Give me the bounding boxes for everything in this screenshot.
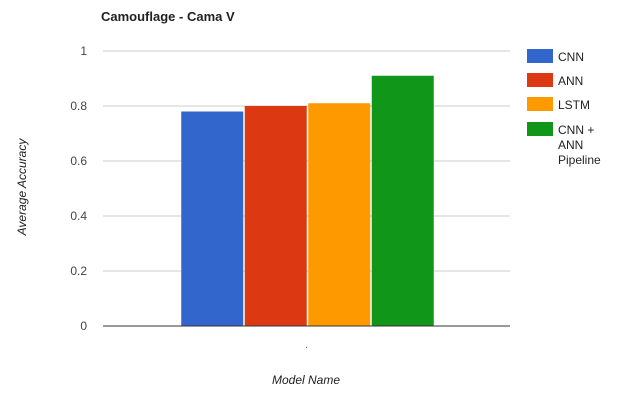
legend-label-line: CNN bbox=[558, 50, 584, 64]
legend-label: LSTM bbox=[558, 98, 590, 112]
x-axis-label: Model Name bbox=[272, 373, 340, 387]
legend-swatch bbox=[527, 49, 553, 63]
legend-label-line: Pipeline bbox=[558, 153, 601, 167]
bars bbox=[181, 75, 434, 326]
y-tick-label: 0.8 bbox=[70, 99, 87, 113]
legend-swatch bbox=[527, 122, 553, 136]
y-tick-label: 0 bbox=[80, 319, 87, 333]
legend-label-line: CNN + bbox=[558, 123, 594, 137]
y-axis-label: Average Accuracy bbox=[15, 138, 29, 237]
y-tick-label: 1 bbox=[80, 44, 87, 58]
legend-label-line: LSTM bbox=[558, 98, 590, 112]
legend-label-line: ANN bbox=[558, 74, 583, 88]
legend-label: CNN + ANN Pipeline bbox=[558, 123, 601, 167]
y-tick-label: 0.2 bbox=[70, 264, 87, 278]
legend-swatch bbox=[527, 73, 553, 87]
chart-title: Camouflage - Cama V bbox=[101, 9, 235, 24]
bar-lstm bbox=[308, 103, 371, 326]
bar-cnn-ann-pipeline bbox=[371, 75, 434, 326]
y-axis-ticks: 0 0.2 0.4 0.6 0.8 1 bbox=[70, 44, 87, 333]
bar-ann bbox=[244, 106, 307, 326]
x-axis: . bbox=[103, 325, 510, 351]
y-tick-label: 0.4 bbox=[70, 209, 87, 223]
legend-label: CNN bbox=[558, 50, 584, 64]
legend-label: ANN bbox=[558, 74, 583, 88]
bar-cnn bbox=[181, 111, 244, 326]
legend-label-line: ANN bbox=[558, 138, 583, 152]
y-tick-label: 0.6 bbox=[70, 154, 87, 168]
x-tick-label: . bbox=[305, 339, 308, 351]
legend-swatch bbox=[527, 97, 553, 111]
